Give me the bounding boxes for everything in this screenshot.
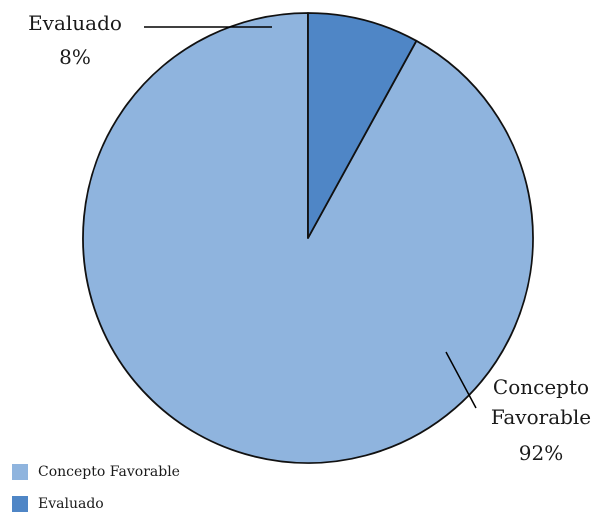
data-label-evaluado-name: Evaluado <box>28 11 122 35</box>
legend-label-evaluado: Evaluado <box>38 496 104 512</box>
legend-swatch-concepto-favorable <box>12 464 28 480</box>
data-label-evaluado-value: 8% <box>59 45 91 69</box>
legend: Concepto Favorable Evaluado <box>12 462 180 526</box>
data-label-concepto-favorable-value: 92% <box>519 441 563 465</box>
legend-swatch-evaluado <box>12 496 28 512</box>
leader-lines <box>144 26 477 409</box>
pie-slices <box>82 12 534 464</box>
data-label-concepto-favorable-line1: Concepto <box>493 375 589 399</box>
legend-label-concepto-favorable: Concepto Favorable <box>38 464 180 480</box>
pie-slice-evaluado <box>307 12 418 239</box>
leader-line-concepto-favorable <box>445 351 477 409</box>
legend-item-evaluado: Evaluado <box>12 494 180 514</box>
data-label-concepto-favorable-line2: Favorable <box>491 405 591 429</box>
legend-item-concepto-favorable: Concepto Favorable <box>12 462 180 482</box>
